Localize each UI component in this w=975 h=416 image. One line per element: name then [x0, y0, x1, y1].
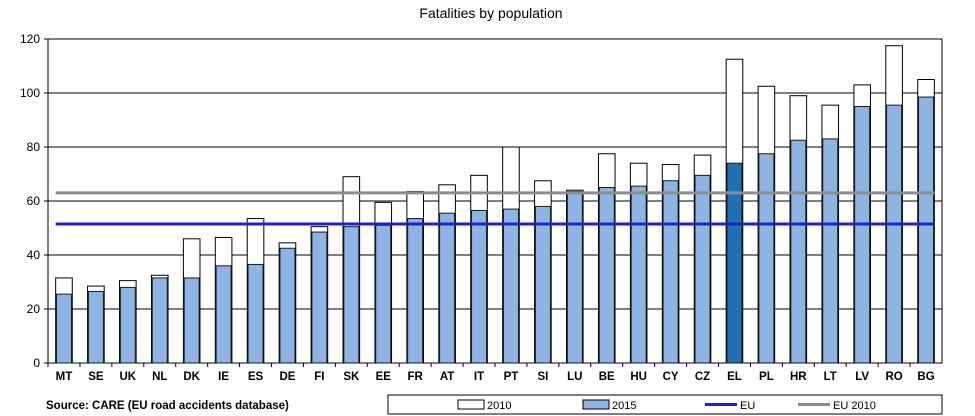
- legend-label: 2015: [612, 400, 636, 412]
- bar-2015-LT: [822, 138, 839, 364]
- x-tick-label: MT: [56, 371, 73, 383]
- bar-2015-LU: [566, 191, 583, 364]
- x-tick-label: SI: [537, 371, 548, 383]
- x-axis-ticks: MT SE UK NL DK IE ES DE FI SK EE FR AT IT PT SI LU BE HU CY…: [47, 363, 935, 383]
- x-tick-label: DK: [183, 371, 200, 383]
- bar-2015-LV: [854, 106, 871, 364]
- x-tick-label: HR: [790, 371, 807, 383]
- y-axis-ticks: 0 20 40 60 80 100 120: [20, 32, 48, 370]
- legend-box: [387, 394, 943, 415]
- bar-2015-PL: [758, 153, 775, 364]
- bar-2015-RO: [886, 104, 903, 364]
- y-tick-label: 0: [33, 356, 40, 370]
- bar-2015-DE: [279, 247, 296, 364]
- legend-label: EU 2010: [833, 400, 876, 412]
- x-tick-label: IE: [218, 371, 229, 383]
- legend-label: 2010: [487, 400, 511, 412]
- bar-2015-EE: [375, 224, 392, 364]
- y-tick-label: 40: [27, 248, 41, 262]
- x-tick-label: BG: [917, 371, 934, 383]
- source-note: Source: CARE (EU road accidents database…: [46, 400, 289, 412]
- bar-2015-EL: [726, 162, 743, 364]
- x-tick-label: UK: [120, 371, 137, 383]
- x-tick-label: FR: [408, 371, 424, 383]
- y-tick-label: 100: [20, 86, 40, 100]
- bar-2015-CY: [662, 180, 679, 364]
- x-tick-label: SE: [88, 371, 104, 383]
- x-tick-label: LU: [567, 371, 582, 383]
- legend-label: EU: [740, 400, 755, 412]
- y-tick-label: 60: [27, 194, 41, 208]
- y-tick-label: 80: [27, 140, 41, 154]
- bar-2015-SI: [534, 205, 551, 364]
- legend-swatch-2010: [457, 399, 485, 410]
- bar-2015-HR: [790, 139, 807, 364]
- bar-2015-UK: [119, 286, 136, 364]
- x-tick-label: PT: [504, 371, 519, 383]
- bars: [55, 45, 935, 364]
- bar-2015-SE: [87, 290, 104, 364]
- x-tick-label: EL: [727, 371, 742, 383]
- x-tick-label: RO: [885, 371, 902, 383]
- bar-2015-SK: [343, 226, 360, 364]
- x-tick-label: DE: [279, 371, 295, 383]
- x-tick-label: HU: [630, 371, 647, 383]
- x-tick-label: IT: [474, 371, 484, 383]
- x-tick-label: LT: [824, 371, 837, 383]
- x-tick-label: PL: [759, 371, 774, 383]
- bar-2015-CZ: [694, 174, 711, 364]
- reference-lines: [55, 191, 935, 226]
- bar-2015-PT: [502, 208, 519, 364]
- x-tick-label: SK: [343, 371, 360, 383]
- bar-2015-FI: [311, 231, 328, 364]
- plot-area: 0 20 40 60 80 100 120 MT SE UK NL DK IE ES DE FI SK EE FR…: [20, 32, 943, 383]
- x-tick-label: CY: [663, 371, 679, 383]
- x-tick-label: FI: [314, 371, 324, 383]
- bar-2015-BG: [918, 96, 935, 364]
- y-tick-label: 120: [20, 32, 40, 46]
- bar-2015-IT: [471, 209, 488, 364]
- y-tick-label: 20: [27, 302, 41, 316]
- bar-2015-AT: [439, 212, 456, 364]
- bar-2015-HU: [630, 185, 647, 364]
- x-tick-label: BE: [599, 371, 615, 383]
- bar-2015-BE: [598, 187, 615, 364]
- bar-2015-ES: [247, 263, 264, 364]
- x-tick-label: CZ: [695, 371, 710, 383]
- bar-2015-FR: [407, 218, 424, 364]
- legend-swatch-2015: [582, 399, 610, 410]
- bar-2015-DK: [183, 277, 200, 364]
- bar-2015-MT: [55, 293, 72, 364]
- bar-2015-NL: [151, 277, 168, 364]
- legend: 2010 2015 EU EU 2010: [387, 394, 943, 415]
- x-tick-label: EE: [376, 371, 392, 383]
- x-tick-label: AT: [440, 371, 454, 383]
- x-tick-label: ES: [248, 371, 264, 383]
- chart-title: Fatalities by population: [419, 5, 562, 21]
- bar-2015-IE: [215, 265, 232, 364]
- x-tick-label: NL: [152, 371, 167, 383]
- x-tick-label: LV: [855, 371, 869, 383]
